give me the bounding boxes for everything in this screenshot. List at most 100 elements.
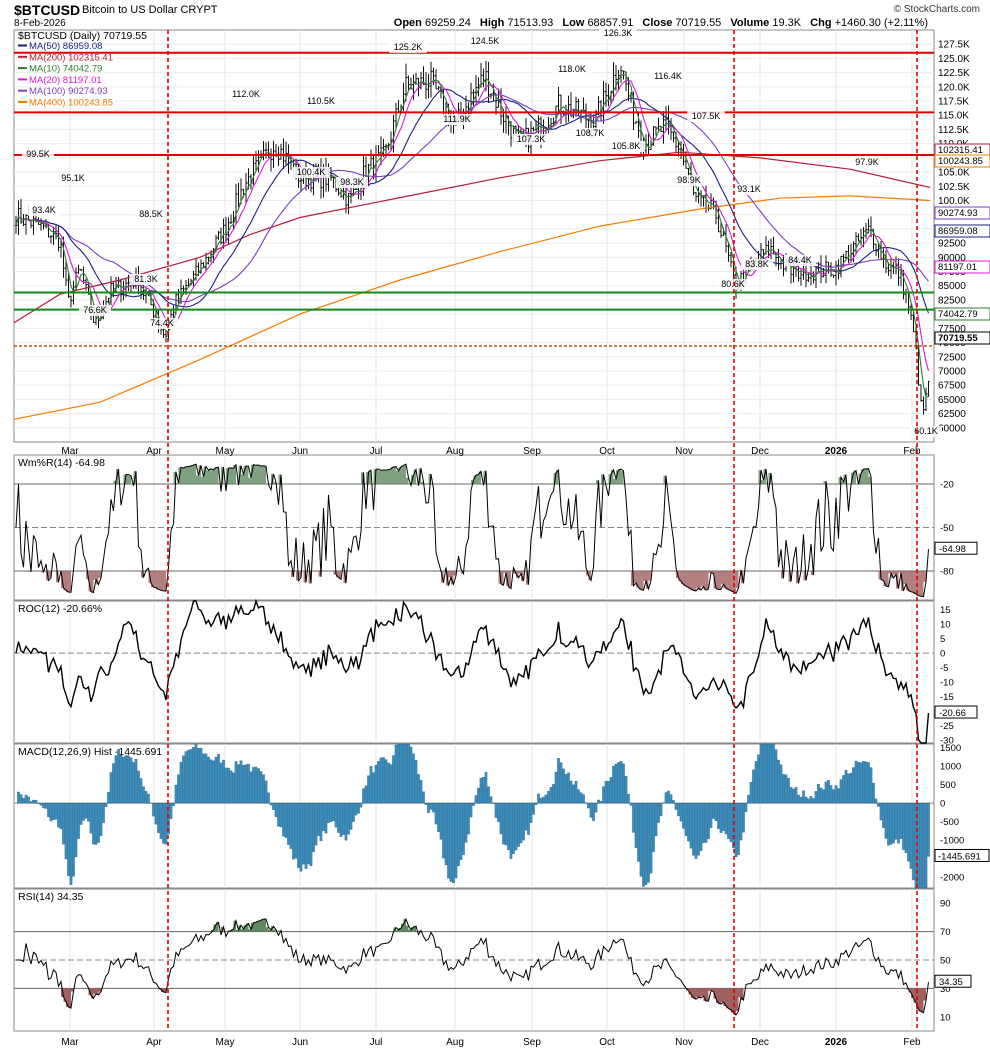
price-bar	[232, 210, 235, 231]
macd-hist-bar	[62, 802, 65, 845]
rsi-line	[16, 917, 929, 1016]
macd-hist-bar	[772, 743, 775, 804]
macd-hist-bar	[47, 802, 50, 818]
wmr-oversold-fill	[796, 571, 799, 584]
peak-label-bg	[466, 36, 504, 47]
macd-hist-bar	[802, 790, 805, 804]
ma200-line	[13, 151, 931, 324]
price-y-tick: 120.0K	[938, 82, 970, 93]
wmr-overbought-fill	[216, 467, 219, 484]
macd-hist-bar	[399, 744, 403, 804]
macd-hist-bar	[169, 802, 173, 819]
macd-hist-bar	[392, 755, 395, 804]
macd-hist-bar	[852, 767, 855, 804]
macd-hist-bar	[889, 802, 893, 845]
wmr-oversold-fill	[98, 571, 101, 578]
indicator-y-tick: -2000	[940, 872, 964, 883]
x-tick-label-bottom: Dec	[751, 1037, 769, 1048]
rsi-oversold-fill	[693, 988, 696, 1000]
price-y-tick: 82500	[938, 295, 966, 306]
macd-hist-bar	[359, 802, 363, 808]
price-bar	[672, 131, 675, 143]
rsi-oversold-fill	[91, 988, 94, 999]
macd-hist-bar	[634, 802, 638, 848]
macd-hist-bar	[297, 802, 300, 868]
rsi-oversold-fill	[906, 988, 909, 990]
wmr-overbought-fill	[231, 468, 234, 484]
macd-hist-bar	[232, 772, 235, 804]
macd-hist-bar	[477, 787, 480, 804]
macd-hist-bar	[162, 802, 165, 844]
peak-label-bg	[336, 177, 368, 188]
macd-hist-bar	[742, 802, 745, 833]
macd-hist-bar	[139, 778, 143, 804]
peak-label-text: 97.9K	[855, 157, 879, 167]
price-bar	[847, 245, 850, 263]
macd-hist-bar	[884, 802, 888, 839]
macd-hist-bar	[714, 802, 718, 822]
macd-hist-bar	[677, 802, 680, 817]
peak-label: 74.4K	[146, 318, 178, 329]
ma50-line	[15, 88, 930, 314]
price-bar	[864, 222, 868, 239]
macd-hist-bar	[694, 802, 698, 859]
close-label: Close	[642, 17, 673, 29]
macd-hist-bar	[514, 802, 518, 851]
macd-hist-bar	[809, 796, 813, 804]
price-bar	[772, 236, 775, 255]
macd-hist-bar	[602, 786, 605, 804]
peak-label-text: 60.1K	[914, 426, 938, 436]
price-bar	[729, 252, 733, 268]
price-bar	[834, 260, 838, 286]
rsi-oversold-fill	[736, 988, 739, 1011]
macd-hist-bar	[497, 802, 500, 822]
price-bar	[199, 259, 203, 274]
macd-hist-bar	[137, 770, 140, 804]
wmr-oversold-fill	[46, 571, 49, 581]
macd-hist-bar	[774, 749, 778, 804]
macd-hist-bar	[199, 747, 203, 804]
peak-label-bg	[292, 167, 330, 178]
macd-hist-bar	[354, 802, 358, 816]
macd-hist-bar	[352, 802, 355, 822]
price-bar	[369, 149, 373, 167]
macd-hist-bar	[74, 802, 78, 858]
macd-hist-bar	[307, 802, 310, 865]
price-bar	[257, 150, 260, 173]
wmr-overbought-fill	[243, 465, 246, 484]
wmr-overbought-fill	[868, 476, 871, 484]
macd-hist-bar	[467, 802, 470, 835]
macd-hist-bar	[824, 781, 828, 804]
wmr-overbought-fill	[128, 475, 131, 484]
wmr-overbought-fill	[841, 481, 844, 484]
macd-hist-bar	[332, 802, 335, 822]
macd-hist-bar	[907, 802, 910, 862]
peak-label-bg	[130, 274, 162, 285]
wmr-oversold-fill	[723, 571, 726, 589]
wmr-oversold-fill	[41, 571, 44, 573]
wmr-oversold-fill	[501, 571, 504, 586]
macd-hist-bar	[152, 802, 155, 817]
wmr-oversold-fill	[881, 571, 884, 581]
price-bar	[19, 198, 23, 224]
macd-hist-bar	[419, 780, 423, 804]
rsi-oversold-fill	[918, 988, 921, 1012]
rsi-oversold-fill	[718, 988, 721, 1005]
macd-hist-bar	[604, 780, 608, 804]
indicator-title: ROC(12) -20.66%	[18, 603, 102, 615]
wmr-oversold-fill	[781, 571, 784, 579]
symbol-name: Bitcoin to US Dollar CRYPT	[82, 4, 218, 16]
peak-label-text: 93.4K	[32, 205, 56, 215]
wmr-oversold-fill	[711, 571, 714, 574]
macd-hist-bar	[119, 755, 123, 804]
rsi-overbought-fill	[236, 929, 239, 932]
rsi-oversold-fill	[728, 988, 731, 1010]
macd-hist-bar	[622, 763, 625, 804]
price-bar	[557, 86, 560, 115]
wmr-overbought-fill	[421, 481, 424, 484]
peak-label-bg	[687, 111, 725, 122]
macd-hist-bar	[264, 780, 268, 804]
price-bar	[222, 218, 225, 249]
price-y-tick: 60000	[938, 423, 966, 434]
macd-hist-bar	[347, 802, 350, 835]
